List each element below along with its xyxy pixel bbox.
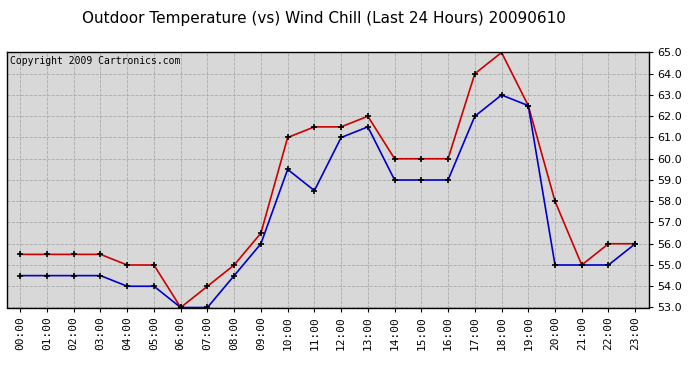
Text: Copyright 2009 Cartronics.com: Copyright 2009 Cartronics.com (10, 56, 181, 66)
Text: Outdoor Temperature (vs) Wind Chill (Last 24 Hours) 20090610: Outdoor Temperature (vs) Wind Chill (Las… (82, 11, 566, 26)
